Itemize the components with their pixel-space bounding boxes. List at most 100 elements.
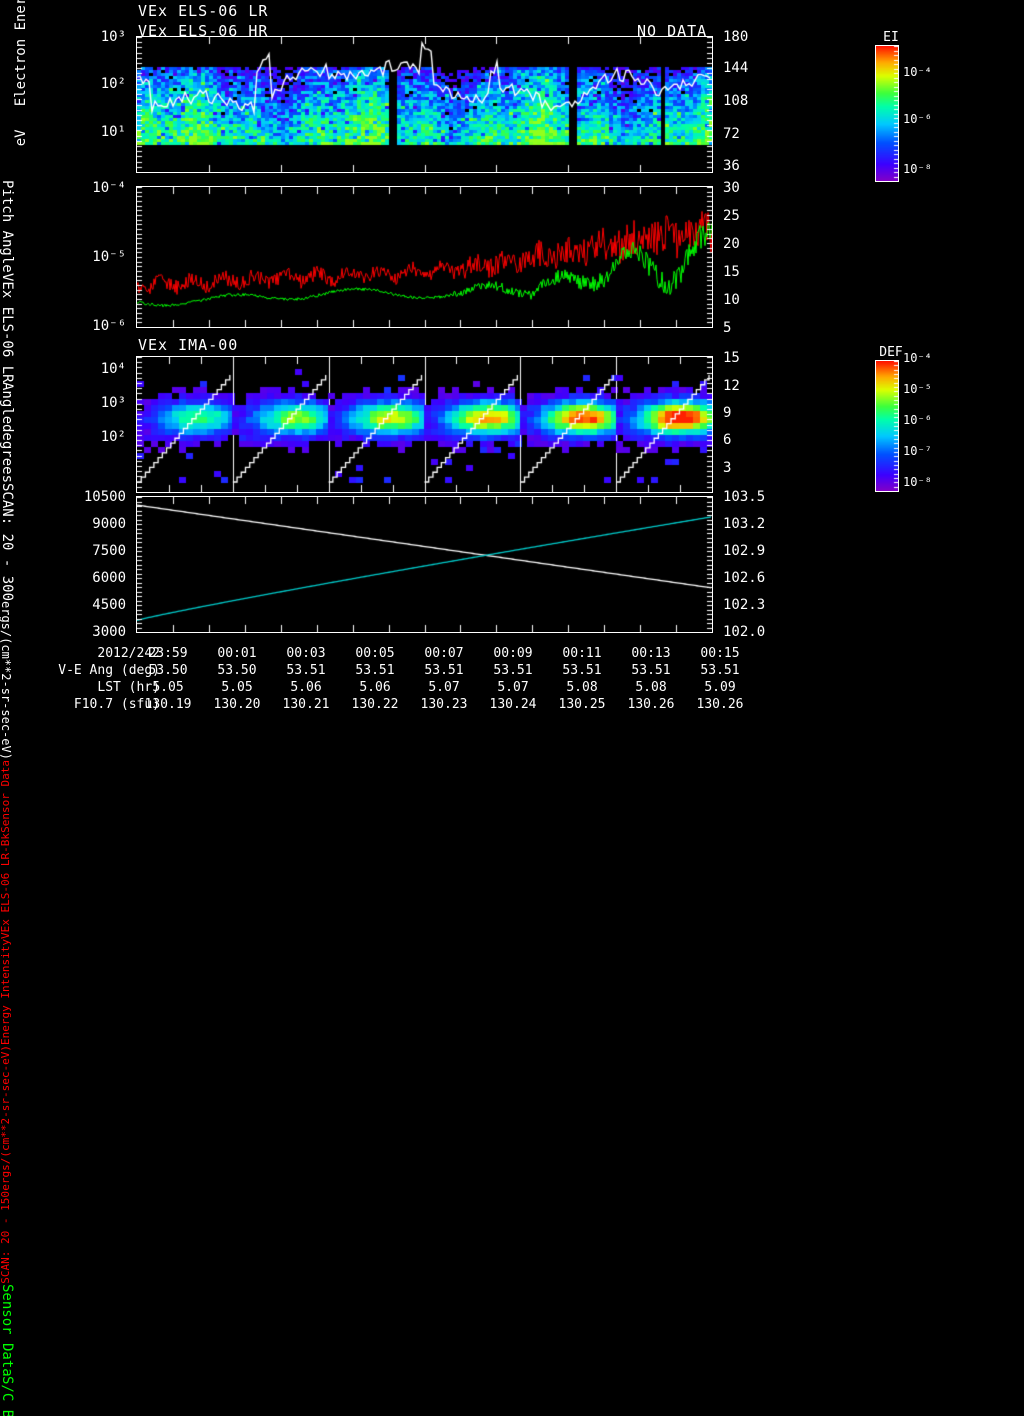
- panel1-right-label-angle: Angle: [0, 382, 15, 425]
- bottom-table-cell: 5.09: [704, 680, 736, 695]
- panel1-colorbar-tick-0: 10⁻⁴: [903, 65, 932, 79]
- panel3-ytick-2: 10²: [100, 429, 126, 445]
- panel1-ytick-1: 10²: [100, 76, 126, 92]
- bottom-table-cell: 130.26: [627, 697, 675, 712]
- bottom-table-cell: 00:11: [562, 646, 602, 661]
- bottom-table-cell: 130.21: [282, 697, 330, 712]
- panel3-title: VEx IMA-00: [138, 336, 239, 354]
- panel2-left-label-scan: SCAN: 20 - 150: [0, 1190, 12, 1284]
- bottom-table-cell: 53.51: [286, 663, 326, 678]
- panel3-colorbar-tick-4: 10⁻⁸: [903, 475, 932, 489]
- bottom-table-cell: 130.26: [696, 697, 744, 712]
- panel4-ytick-0: 10500: [83, 489, 126, 505]
- bottom-table-cell: 5.05: [152, 680, 184, 695]
- panel2-left-label-units: ergs/(cm**2-sr-sec-eV): [0, 1045, 12, 1191]
- panel4-ytick-5: 3000: [92, 624, 126, 640]
- panel2-left-label-sensor-data: Sensor Data: [0, 760, 12, 834]
- panel2-ytick-1: 10⁻⁵: [92, 249, 126, 265]
- figure-root: VEx ELS-06 LR VEx ELS-06 HR NO DATA Elec…: [0, 0, 932, 1416]
- panel1-title-lr: VEx ELS-06 LR: [138, 2, 269, 20]
- panel2-rtick-3: 15: [723, 264, 740, 280]
- panel1-colorbar-tick-2: 10⁻⁸: [903, 162, 932, 176]
- panel1-title-hr: VEx ELS-06 HR: [138, 22, 269, 40]
- panel3-ytick-0: 10⁴: [100, 361, 126, 377]
- panel3-colorbar: [875, 360, 899, 492]
- panel1-left-axis-label: Electron Energy: [0, 0, 42, 140]
- panel2-right-label-quantity: S/C B: [0, 1376, 15, 1416]
- no-data-label: NO DATA: [637, 22, 708, 40]
- bottom-table-cell: 53.50: [217, 663, 257, 678]
- panel3-colorbar-title: DEF: [879, 345, 903, 360]
- panel2-rtick-4: 10: [723, 292, 740, 308]
- bottom-table-cell: 00:09: [493, 646, 533, 661]
- bottom-table-cell: 5.06: [359, 680, 391, 695]
- panel2-rtick-0: 30: [723, 180, 740, 196]
- panel3-rtick-3: 6: [723, 432, 732, 448]
- bottom-table-cell: 130.20: [213, 697, 261, 712]
- panel2-plot[interactable]: [136, 186, 713, 328]
- panel2-rtick-2: 20: [723, 236, 740, 252]
- bottom-table-cell: 5.06: [290, 680, 322, 695]
- panel3-colorbar-tick-1: 10⁻⁵: [903, 382, 932, 396]
- panel3-rtick-2: 9: [723, 405, 732, 421]
- panel1-ytick-2: 10¹: [100, 124, 126, 140]
- panel1-colorbar-title: EI: [883, 30, 899, 45]
- bottom-table-row-label: LST (hr): [97, 680, 160, 695]
- panel3-rtick-4: 3: [723, 460, 732, 476]
- bottom-table-cell: 5.07: [428, 680, 460, 695]
- bottom-table-cell: 00:13: [631, 646, 671, 661]
- panel4-plot[interactable]: [136, 496, 713, 633]
- panel1-right-label-instrument: VEx ELS-06 LR: [0, 272, 15, 383]
- panel4-rtick-4: 102.3: [723, 597, 766, 613]
- panel2-left-label-instrument: VEx ELS-06 LR-Bk: [0, 833, 12, 940]
- panel1-left-axis-units-text: eV: [13, 129, 29, 147]
- panel1-left-axis-label-line1: Electron Energy: [13, 0, 29, 107]
- panel2-rtick-5: 5: [723, 320, 732, 336]
- panel1-right-label-pitch-angle: Pitch Angle: [0, 180, 15, 273]
- panel1-ytick-0: 10³: [100, 29, 126, 45]
- bottom-table-cell: 5.05: [221, 680, 253, 695]
- bottom-table-cell: 53.51: [700, 663, 740, 678]
- panel1-rtick-4: 36: [723, 158, 740, 174]
- panel2-ytick-2: 10⁻⁶: [92, 318, 126, 334]
- bottom-table-cell: 00:07: [424, 646, 464, 661]
- panel3-rtick-1: 12: [723, 378, 740, 394]
- panel4-rtick-3: 102.6: [723, 570, 766, 586]
- bottom-table-row-label: V-E Ang (deg): [58, 663, 160, 678]
- bottom-table-cell: 00:01: [217, 646, 257, 661]
- panel4-ytick-3: 6000: [92, 570, 126, 586]
- bottom-table-cell: 53.51: [631, 663, 671, 678]
- panel1-right-label-scan: SCAN: 20 - 300: [0, 483, 15, 602]
- panel3-colorbar-tick-0: 10⁻⁴: [903, 351, 932, 365]
- panel1-rtick-0: 180: [723, 29, 749, 45]
- panel1-right-label-degrees: degrees: [0, 424, 15, 484]
- bottom-table-cell: 23:59: [148, 646, 188, 661]
- bottom-table-cell: 5.08: [566, 680, 598, 695]
- bottom-table-cell: 130.22: [351, 697, 399, 712]
- panel4-rtick-0: 103.5: [723, 489, 766, 505]
- panel2-right-label-sensor-data: Sensor Data: [0, 1283, 15, 1377]
- panel1-rtick-3: 72: [723, 126, 740, 142]
- panel2-left-label-quantity: Energy Intensity: [0, 939, 12, 1046]
- panel3-colorbar-tick-3: 10⁻⁷: [903, 444, 932, 458]
- panel1-colorbar: [875, 45, 899, 182]
- panel1-colorbar-tick-1: 10⁻⁶: [903, 112, 932, 126]
- panel3-rtick-0: 15: [723, 350, 740, 366]
- bottom-table-cell: 130.19: [144, 697, 192, 712]
- bottom-table-cell: 130.23: [420, 697, 468, 712]
- panel1-plot[interactable]: [136, 36, 713, 173]
- bottom-table-cell: 5.07: [497, 680, 529, 695]
- panel3-plot[interactable]: [136, 356, 713, 493]
- panel2-rtick-1: 25: [723, 208, 740, 224]
- bottom-table-cell: 00:03: [286, 646, 326, 661]
- bottom-table-cell: 130.24: [489, 697, 537, 712]
- bottom-table-row-label: 2012/242: [97, 646, 160, 661]
- bottom-table-cell: 53.51: [424, 663, 464, 678]
- panel1-rtick-2: 108: [723, 93, 749, 109]
- bottom-table-cell: 130.25: [558, 697, 606, 712]
- panel4-rtick-2: 102.9: [723, 543, 766, 559]
- bottom-table-cell: 53.50: [148, 663, 188, 678]
- bottom-table-cell: 5.08: [635, 680, 667, 695]
- panel1-left-axis-units: eV: [0, 129, 42, 180]
- panel4-ytick-1: 9000: [92, 516, 126, 532]
